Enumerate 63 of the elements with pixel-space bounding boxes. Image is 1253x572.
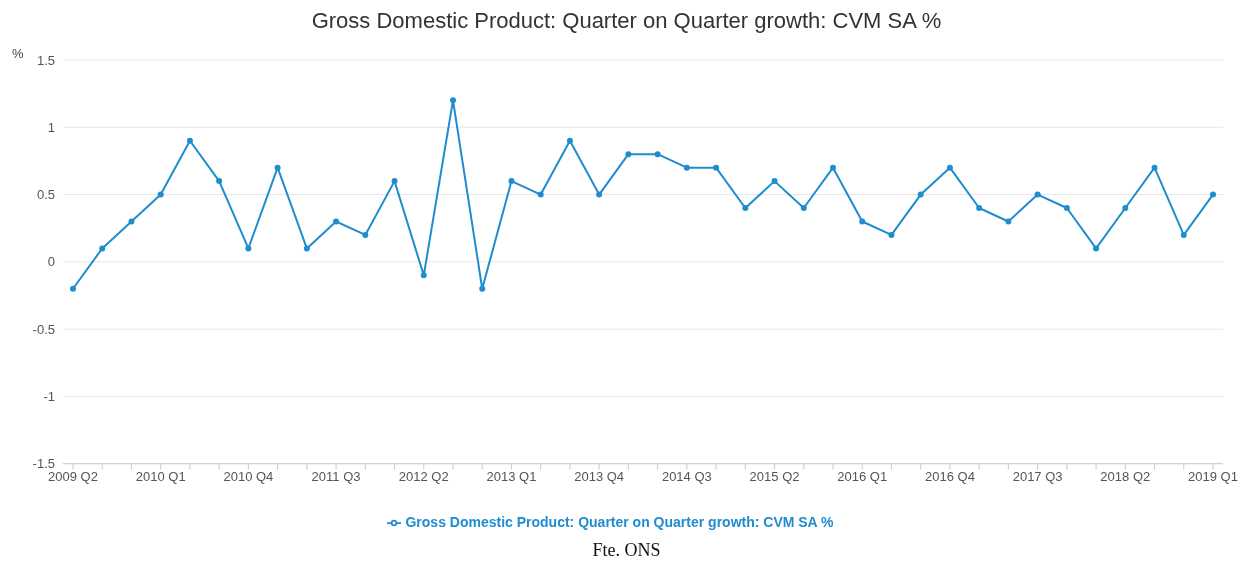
point [771, 178, 778, 185]
point [566, 137, 573, 144]
x-tick-label: 2018 Q2 [1100, 468, 1151, 484]
point [391, 178, 398, 185]
point [742, 205, 749, 212]
x-tick-label: 2013 Q1 [486, 468, 537, 484]
x-tick-label: 2011 Q3 [311, 468, 361, 484]
point [946, 164, 953, 171]
point [303, 245, 310, 252]
point [1093, 245, 1100, 252]
point [888, 231, 895, 238]
point [713, 164, 720, 171]
text: Fte. ONS [591, 540, 662, 561]
point [625, 151, 632, 158]
point [1151, 164, 1158, 171]
point [245, 245, 252, 252]
point [976, 205, 983, 212]
point [1122, 205, 1129, 212]
x-tick-label: 2010 Q4 [223, 468, 274, 484]
point [508, 178, 515, 185]
x-tick-label: 2014 Q3 [661, 468, 712, 484]
point [186, 137, 193, 144]
point [157, 191, 164, 198]
point [128, 218, 135, 225]
x-tick-label: 2015 Q2 [749, 468, 800, 484]
point [216, 178, 223, 185]
x-tick-label: 2017 Q3 [1012, 468, 1063, 484]
x-tick-label: 2016 Q4 [924, 468, 975, 484]
point [683, 164, 690, 171]
x-tick-label: 2013 Q4 [574, 468, 625, 484]
legend-label: Gross Domestic Product: Quarter on Quarter growth: CVM SA % [405, 513, 834, 530]
point [1180, 231, 1187, 238]
y-tick-label: 0 [47, 254, 55, 270]
y-tick-label: 1.5 [36, 52, 55, 68]
x-tick-label: 2019 Q1 [1188, 468, 1238, 484]
y-axis-title: % [12, 46, 24, 61]
x-tick-label: 2016 Q1 [837, 468, 888, 484]
point [70, 285, 76, 292]
point [859, 218, 866, 225]
x-tick-label: 2010 Q1 [135, 468, 186, 484]
y-tick-label: -1 [43, 389, 55, 405]
point [420, 272, 427, 279]
point [333, 218, 340, 225]
point [830, 164, 836, 171]
point [1034, 191, 1041, 198]
point [274, 164, 281, 171]
point [1210, 191, 1216, 198]
point [1063, 205, 1070, 212]
chart-title: Gross Domestic Product: Quarter on Quarter growth: CVM SA % [310, 8, 943, 34]
point [800, 205, 807, 212]
x-tick-label: 2012 Q2 [398, 468, 449, 484]
point [362, 231, 369, 238]
point [479, 285, 486, 292]
point [1005, 218, 1012, 225]
point [99, 245, 106, 252]
point [450, 97, 456, 104]
y-tick-label: -0.5 [32, 321, 55, 337]
y-tick-label: 1 [47, 119, 55, 135]
point [596, 191, 603, 198]
point [654, 151, 661, 158]
point [537, 191, 544, 198]
point [917, 191, 924, 198]
y-tick-label: 0.5 [36, 187, 55, 203]
